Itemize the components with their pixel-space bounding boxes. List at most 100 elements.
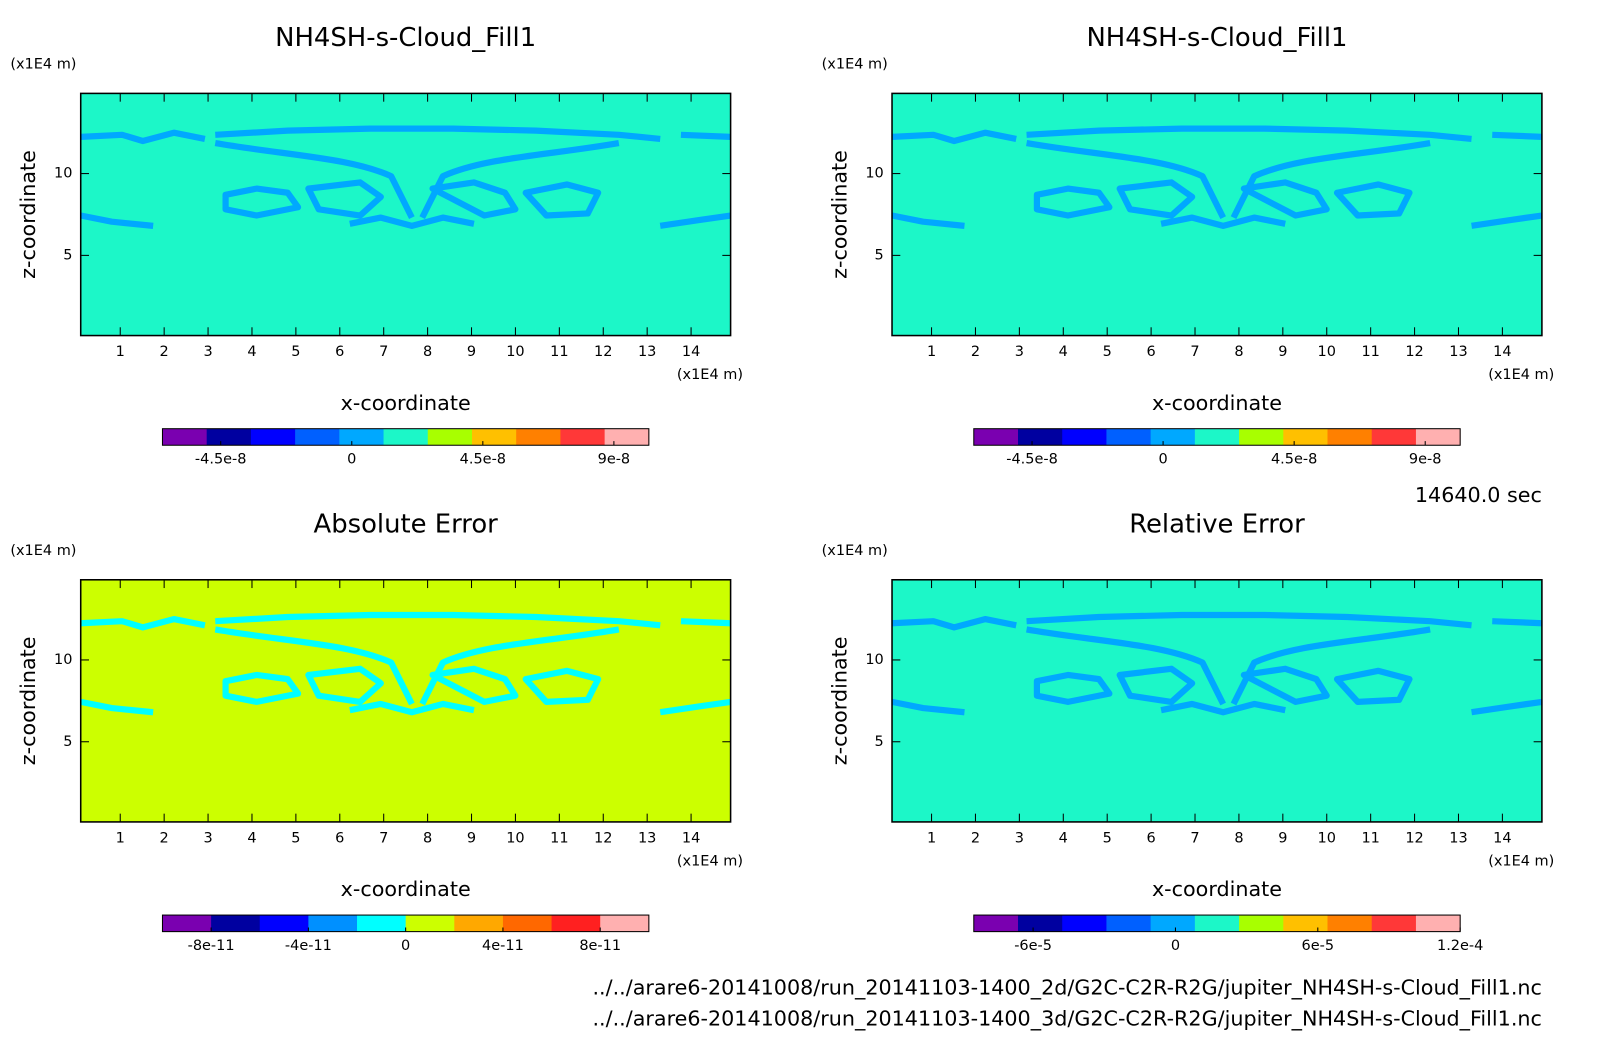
x-tick-label: 10 bbox=[1318, 830, 1336, 846]
y-axis-label: z-coordinate bbox=[827, 150, 851, 279]
x-tick-label: 2 bbox=[160, 830, 169, 846]
colorbar-tick-label: -4.5e-8 bbox=[195, 452, 247, 468]
y-unit: (x1E4 m) bbox=[822, 56, 888, 72]
colorbar-cell bbox=[600, 915, 650, 932]
colorbar-tick-label: 6e-5 bbox=[1302, 938, 1335, 954]
colorbar-cell bbox=[1327, 428, 1373, 446]
colorbar-cell bbox=[162, 915, 212, 932]
colorbar-frame bbox=[161, 428, 650, 446]
x-tick-label: 10 bbox=[1318, 344, 1336, 360]
colorbar-cell bbox=[560, 428, 606, 446]
colorbar-cell bbox=[427, 428, 473, 446]
y-axis-label: z-coordinate bbox=[16, 637, 40, 766]
x-tick-label: 13 bbox=[638, 830, 656, 846]
colorbar-cell bbox=[973, 915, 1019, 932]
x-tick-label: 9 bbox=[467, 344, 476, 360]
y-tick-label: 5 bbox=[63, 734, 72, 750]
colorbar-cell bbox=[405, 915, 455, 932]
y-tick-label: 5 bbox=[875, 247, 884, 263]
x-tick-label: 3 bbox=[203, 344, 212, 360]
x-tick-label: 8 bbox=[1234, 830, 1243, 846]
x-tick-label: 6 bbox=[1146, 344, 1155, 360]
x-tick-label: 8 bbox=[423, 830, 432, 846]
x-unit: (x1E4 m) bbox=[677, 853, 743, 869]
x-tick-label: 1 bbox=[116, 344, 125, 360]
y-unit: (x1E4 m) bbox=[822, 543, 888, 559]
x-tick-label: 3 bbox=[203, 830, 212, 846]
x-tick-label: 5 bbox=[291, 344, 300, 360]
colorbar-cell bbox=[211, 915, 261, 932]
y-unit: (x1E4 m) bbox=[10, 56, 76, 72]
x-tick-label: 4 bbox=[247, 344, 256, 360]
x-axis-label: x-coordinate bbox=[341, 391, 471, 415]
colorbar-cell bbox=[1283, 428, 1329, 446]
colorbar-cell bbox=[1106, 428, 1152, 446]
colorbar-cell bbox=[471, 428, 517, 446]
colorbar-cell bbox=[502, 915, 553, 932]
x-tick-label: 9 bbox=[1278, 344, 1287, 360]
colorbar-cell bbox=[1150, 915, 1196, 932]
colorbar-tick-label: 1.2e-4 bbox=[1437, 938, 1483, 954]
x-tick-label: 7 bbox=[1190, 830, 1199, 846]
x-tick-label: 14 bbox=[682, 344, 700, 360]
colorbar-cell bbox=[1062, 915, 1107, 932]
x-tick-label: 7 bbox=[1190, 344, 1199, 360]
y-tick-label: 5 bbox=[63, 247, 72, 263]
colorbar-cell bbox=[162, 428, 208, 446]
x-axis-label: x-coordinate bbox=[1152, 391, 1282, 415]
colorbar-cell bbox=[308, 915, 358, 932]
y-tick-label: 5 bbox=[875, 734, 884, 750]
plot-frame bbox=[891, 92, 1543, 337]
colorbar-cell bbox=[1239, 428, 1284, 446]
x-tick-label: 13 bbox=[1449, 830, 1467, 846]
colorbar-tick-label: -4e-11 bbox=[285, 938, 332, 954]
x-tick-label: 6 bbox=[335, 830, 344, 846]
x-tick-label: 11 bbox=[550, 344, 568, 360]
x-unit: (x1E4 m) bbox=[1488, 367, 1554, 383]
colorbar-tick-label: 4.5e-8 bbox=[1271, 452, 1317, 468]
x-tick-label: 12 bbox=[594, 830, 612, 846]
x-tick-label: 4 bbox=[1059, 344, 1068, 360]
y-unit: (x1E4 m) bbox=[10, 543, 76, 559]
colorbar-tick-label: 0 bbox=[347, 452, 356, 468]
panel-title: Relative Error bbox=[1129, 509, 1305, 539]
y-tick-label: 10 bbox=[54, 166, 72, 182]
plot-frame bbox=[79, 579, 732, 823]
colorbar-cell bbox=[454, 915, 504, 932]
colorbar-frame bbox=[973, 914, 1461, 933]
colorbar-cell bbox=[383, 428, 429, 446]
colorbar-cell bbox=[516, 428, 561, 446]
colorbar-cell bbox=[259, 915, 309, 932]
x-tick-label: 12 bbox=[1405, 830, 1423, 846]
y-axis-label: z-coordinate bbox=[827, 637, 851, 766]
colorbar-tick-label: 9e-8 bbox=[598, 452, 631, 468]
x-tick-label: 9 bbox=[467, 830, 476, 846]
x-axis-label: x-coordinate bbox=[1152, 877, 1282, 901]
x-tick-label: 2 bbox=[971, 830, 980, 846]
colorbar-tick-label: 9e-8 bbox=[1409, 452, 1442, 468]
x-tick-label: 8 bbox=[423, 344, 432, 360]
x-tick-label: 10 bbox=[506, 830, 524, 846]
y-axis-label: z-coordinate bbox=[16, 150, 40, 279]
colorbar-cell bbox=[1017, 428, 1063, 446]
x-tick-label: 10 bbox=[506, 344, 524, 360]
y-tick-label: 10 bbox=[865, 166, 883, 182]
x-tick-label: 14 bbox=[1493, 830, 1511, 846]
panel-title: NH4SH-s-Cloud_Fill1 bbox=[275, 23, 536, 53]
x-tick-label: 3 bbox=[1015, 344, 1024, 360]
colorbar-cell bbox=[1415, 428, 1461, 446]
x-tick-label: 7 bbox=[379, 830, 388, 846]
x-tick-label: 9 bbox=[1278, 830, 1287, 846]
panel-title: Absolute Error bbox=[314, 509, 499, 539]
colorbar-cell bbox=[1239, 915, 1284, 932]
y-tick-label: 10 bbox=[54, 652, 72, 668]
colorbar-cell bbox=[295, 428, 340, 446]
time-label: 14640.0 sec bbox=[1415, 483, 1542, 507]
colorbar-tick-label: 8e-11 bbox=[579, 938, 621, 954]
x-tick-label: 7 bbox=[379, 344, 388, 360]
colorbar-cell bbox=[1194, 428, 1240, 446]
y-tick-label: 10 bbox=[865, 652, 883, 668]
colorbar-cell bbox=[1283, 915, 1329, 932]
x-tick-label: 6 bbox=[1146, 830, 1155, 846]
plot-frame bbox=[891, 579, 1543, 823]
